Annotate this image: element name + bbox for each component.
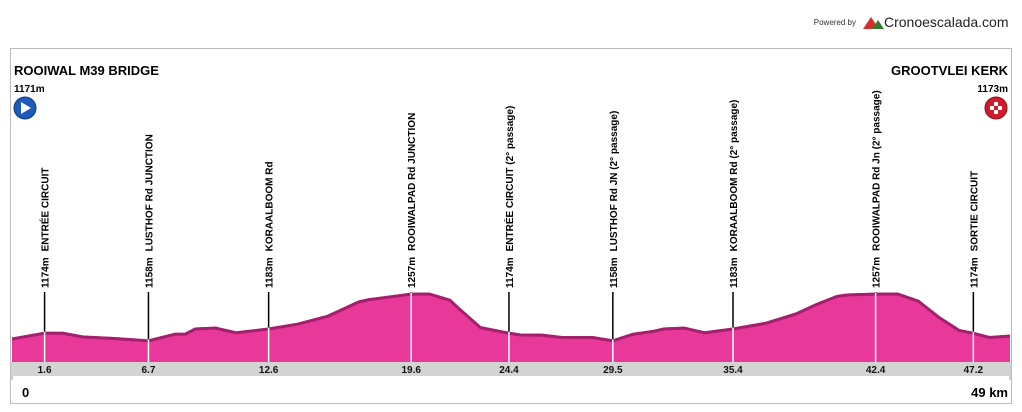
start-name: ROOIWAL M39 BRIDGE: [14, 63, 159, 78]
waypoint-label: 1183m KORAALBOOM Rd (2° passage): [729, 100, 740, 288]
waypoint-name: ENTRÉE CIRCUIT (2° passage): [503, 106, 516, 252]
brand: Cronoescalada.com: [884, 14, 1009, 30]
waypoint-km: 12.6: [259, 365, 279, 376]
elevation-area: [12, 292, 1010, 362]
waypoint-name: ENTRÉE CIRCUIT: [39, 168, 52, 252]
waypoint-km: 19.6: [401, 365, 421, 376]
waypoint-name: ROOIWALPAD Rd JUNCTION: [407, 113, 418, 251]
finish-name: GROOTVLEI KERK: [891, 63, 1009, 78]
waypoint-km: 47.2: [964, 365, 984, 376]
waypoint-name: LUSTHOF Rd JUNCTION: [144, 134, 155, 251]
waypoint-km: 29.5: [603, 365, 623, 376]
waypoint-name: KORAALBOOM Rd (2° passage): [729, 100, 740, 252]
elevation-edge: [11, 292, 1011, 343]
km-band: [11, 362, 1011, 376]
waypoint-label: 1257m ROOIWALPAD Rd Jn (2° passage): [872, 90, 883, 288]
finish-icon: [984, 96, 1008, 120]
waypoint-km: 35.4: [723, 365, 743, 376]
waypoint-altitude: 1174m: [969, 257, 980, 288]
waypoint-name: SORTIE CIRCUIT: [969, 171, 980, 252]
x-tick-label: 0: [22, 385, 29, 400]
waypoint-altitude: 1257m: [407, 257, 418, 288]
waypoint-label: 1158m LUSTHOF Rd JN (2° passage): [609, 111, 620, 288]
start-icon: [13, 96, 37, 120]
waypoint-altitude: 1158m: [609, 257, 620, 288]
waypoint-label: 1257m ROOIWALPAD Rd JUNCTION: [407, 113, 418, 288]
waypoint-label: 1183m KORAALBOOM Rd: [265, 161, 276, 288]
waypoint-km: 42.4: [866, 365, 886, 376]
waypoint-label: 1158m LUSTHOF Rd JUNCTION: [144, 134, 155, 288]
waypoint-km: 6.7: [142, 365, 156, 376]
waypoint-altitude: 1174m: [41, 257, 52, 288]
waypoint-km: 1.6: [38, 365, 52, 376]
finish-altitude: 1173m: [977, 84, 1008, 95]
waypoint-altitude: 1158m: [144, 257, 155, 288]
waypoint-name: KORAALBOOM Rd: [265, 161, 276, 251]
waypoint-label: 1174m ENTRÉE CIRCUIT (2° passage): [503, 106, 516, 288]
powered-by: Powered by: [814, 18, 856, 27]
start-altitude: 1171m: [14, 84, 45, 95]
waypoint-label: 1174m ENTRÉE CIRCUIT: [39, 168, 52, 289]
waypoint-label: 1174m SORTIE CIRCUIT: [969, 171, 980, 288]
waypoint-altitude: 1174m: [505, 257, 516, 288]
waypoint-altitude: 1183m: [729, 257, 740, 288]
waypoint-altitude: 1183m: [265, 257, 276, 288]
waypoint-km: 24.4: [499, 365, 519, 376]
waypoint-name: ROOIWALPAD Rd Jn (2° passage): [872, 90, 883, 251]
waypoint-altitude: 1257m: [872, 257, 883, 288]
x-tick-label: 49 km: [971, 385, 1008, 400]
logo-icon: [863, 17, 884, 29]
waypoint-name: LUSTHOF Rd JN (2° passage): [609, 111, 620, 252]
